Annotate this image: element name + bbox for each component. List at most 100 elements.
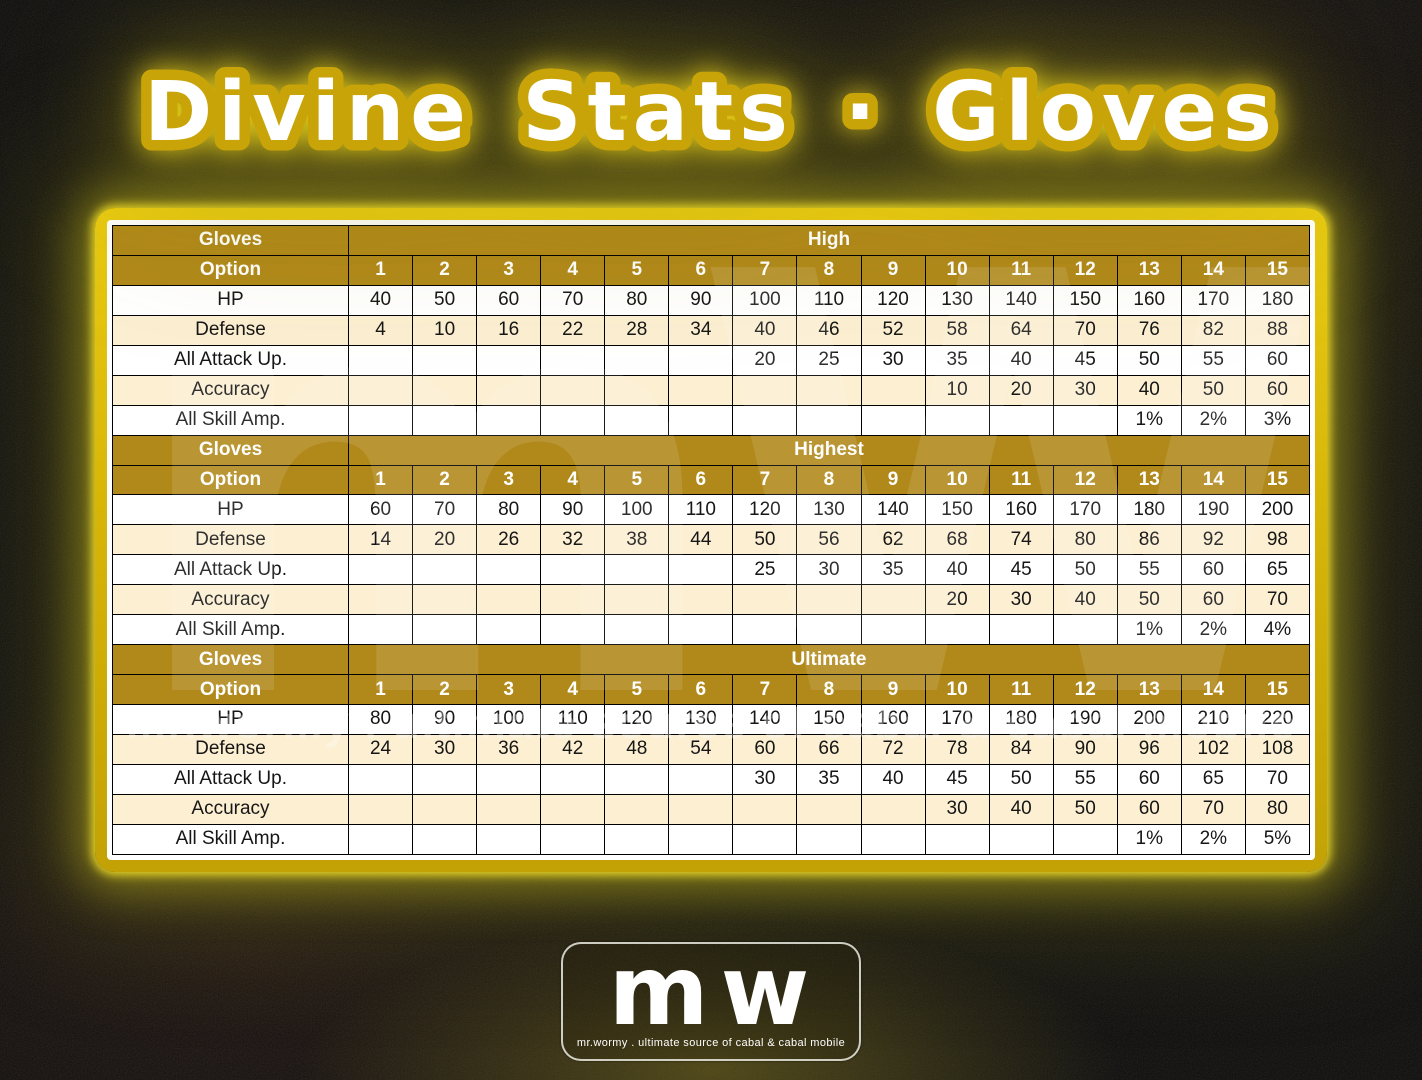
stat-value-cell: 100 (732, 284, 798, 316)
option-col-header: 2 (412, 674, 478, 705)
stat-value-cell: 86 (1116, 524, 1182, 556)
stat-value-cell: 56 (796, 524, 862, 556)
stat-value-cell (668, 554, 734, 586)
stat-value-cell (347, 404, 414, 436)
option-col-header: 7 (732, 674, 798, 705)
stat-value-cell (668, 374, 734, 406)
option-col-header: 13 (1116, 254, 1182, 286)
stat-value-cell: 4% (1244, 614, 1311, 646)
stat-value-cell (540, 344, 606, 376)
option-col-header: 7 (732, 254, 798, 286)
stat-value-cell: 10 (412, 314, 478, 346)
stat-value-cell (604, 823, 670, 856)
stat-value-cell: 170 (1180, 284, 1246, 316)
stat-value-cell: 80 (347, 704, 414, 735)
stat-value-cell (732, 614, 798, 646)
tier-header-row: Gloves Highest (112, 434, 1310, 466)
stat-value-cell: 62 (860, 524, 926, 556)
stat-value-cell: 88 (1244, 314, 1311, 346)
stat-label-cell: Defense (112, 524, 349, 556)
stat-label-cell: All Skill Amp. (112, 614, 349, 646)
page-title: Divine Stats · Gloves (144, 65, 1278, 160)
stat-value-cell: 34 (668, 314, 734, 346)
stat-value-cell: 50 (1052, 554, 1118, 586)
stat-value-cell: 82 (1180, 314, 1246, 346)
stat-value-cell: 50 (1116, 584, 1182, 616)
option-col-header: 3 (476, 674, 542, 705)
stat-value-cell: 24 (347, 733, 414, 765)
stat-label-cell: Defense (112, 314, 349, 346)
stat-value-cell: 180 (1116, 494, 1182, 526)
stat-value-cell: 90 (668, 284, 734, 316)
stat-value-cell (476, 584, 542, 616)
option-col-header: 11 (988, 464, 1054, 496)
stat-row: All Attack Up. 25 30 35 40 45 50 55 60 65 (112, 554, 1311, 586)
stat-value-cell: 1% (1116, 614, 1182, 646)
stat-value-cell: 102 (1180, 733, 1246, 765)
stat-row: Accuracy 10 20 30 40 50 60 (112, 374, 1311, 406)
stat-value-cell (860, 584, 926, 616)
stat-value-cell: 30 (732, 763, 798, 795)
stat-value-cell: 68 (924, 524, 990, 556)
stats-table-inner: Gloves High Option 1 2 3 4 5 6 7 8 9 10 11 12 13 14 15 HP 4… (107, 220, 1315, 860)
stat-value-cell: 32 (540, 524, 606, 556)
stat-value-cell: 25 (796, 344, 862, 376)
stat-value-cell: 36 (476, 733, 542, 765)
stat-value-cell: 72 (860, 733, 926, 765)
stat-value-cell: 70 (1244, 763, 1311, 795)
stat-value-cell (668, 404, 734, 436)
stat-value-cell (988, 614, 1054, 646)
stat-value-cell: 60 (1244, 344, 1311, 376)
stat-row: Defense 14 20 26 32 38 44 50 56 62 68 74 80 86 92 98 (112, 524, 1311, 556)
stat-label-cell: Accuracy (112, 374, 349, 406)
option-col-header: 12 (1052, 254, 1118, 286)
stat-value-cell: 26 (476, 524, 542, 556)
tier-label-cell: High (348, 225, 1310, 256)
stat-value-cell (347, 763, 414, 795)
stat-value-cell: 50 (1116, 344, 1182, 376)
stat-value-cell (924, 614, 990, 646)
option-col-header: 9 (860, 674, 926, 705)
option-col-header: 4 (540, 674, 606, 705)
stat-value-cell (860, 404, 926, 436)
stat-row: Accuracy 20 30 40 50 60 70 (112, 584, 1311, 616)
option-col-header: 4 (540, 254, 606, 286)
stat-value-cell (412, 823, 478, 856)
tier-label-cell: Highest (348, 434, 1310, 466)
option-col-header: 6 (668, 254, 734, 286)
stat-label-cell: All Skill Amp. (112, 404, 349, 436)
stat-value-cell (668, 763, 734, 795)
stat-value-cell: 70 (1244, 584, 1311, 616)
stat-value-cell: 140 (988, 284, 1054, 316)
stat-row: All Skill Amp. 1% 2% 3% (112, 404, 1311, 436)
stat-value-cell (412, 374, 478, 406)
tier-header-row: Gloves High (112, 225, 1310, 256)
stat-value-cell (604, 793, 670, 825)
stat-value-cell: 54 (668, 733, 734, 765)
option-col-header: 5 (604, 464, 670, 496)
option-col-header: 14 (1180, 674, 1246, 705)
option-label-cell: Option (112, 254, 349, 286)
stat-value-cell: 35 (860, 554, 926, 586)
stat-value-cell: 200 (1244, 494, 1311, 526)
stat-value-cell (988, 823, 1054, 856)
stat-value-cell: 5% (1244, 823, 1311, 856)
tier-header-row: Gloves Ultimate (112, 644, 1310, 676)
stat-value-cell: 50 (1052, 793, 1118, 825)
stat-value-cell: 70 (1052, 314, 1118, 346)
stat-value-cell (924, 823, 990, 856)
stat-value-cell (668, 614, 734, 646)
stat-value-cell (540, 404, 606, 436)
stat-value-cell: 30 (796, 554, 862, 586)
stat-value-cell (412, 344, 478, 376)
option-col-header: 10 (924, 674, 990, 705)
stat-value-cell (1052, 614, 1118, 646)
stat-value-cell: 40 (347, 284, 414, 316)
stat-value-cell: 28 (604, 314, 670, 346)
stat-value-cell: 180 (988, 704, 1054, 735)
stat-label-cell: All Skill Amp. (112, 823, 349, 856)
option-label-cell: Option (112, 674, 349, 705)
stat-value-cell: 190 (1052, 704, 1118, 735)
stat-label-cell: All Attack Up. (112, 554, 349, 586)
